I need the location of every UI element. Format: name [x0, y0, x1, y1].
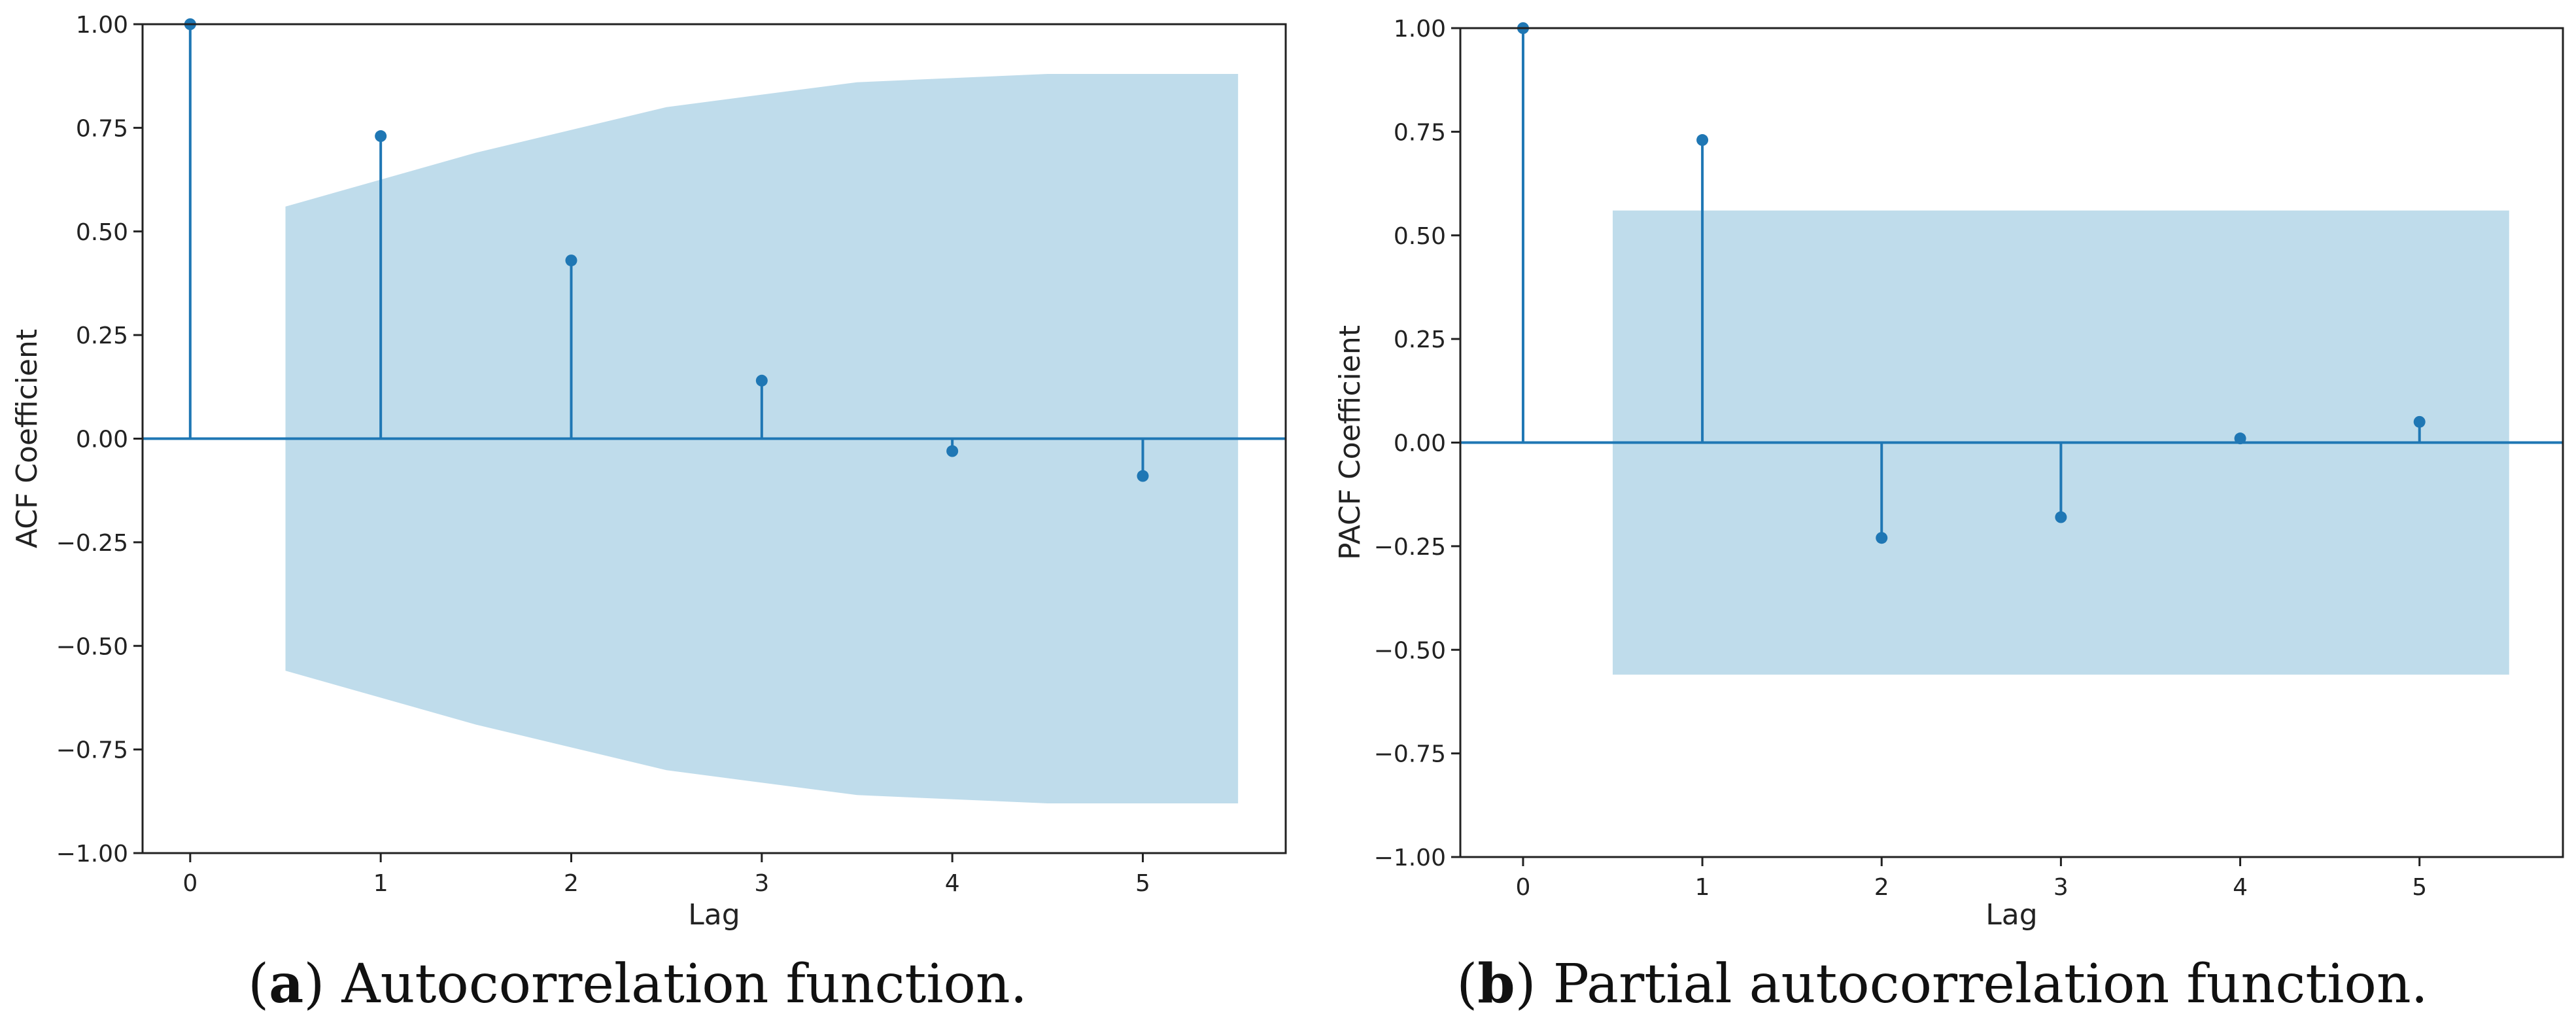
- acf-caption-label: a: [269, 953, 303, 1015]
- pacf-marker-lag-2: [1876, 532, 1888, 544]
- pacf-ytick-label: 0.50: [1394, 223, 1446, 250]
- acf-ytick-label: 0.00: [76, 427, 128, 453]
- acf-y-axis-label: ACF Coefficient: [10, 329, 44, 548]
- pacf-ytick-label: −0.25: [1374, 534, 1446, 561]
- acf-marker-lag-4: [946, 445, 959, 457]
- pacf-marker-lag-1: [1696, 134, 1709, 147]
- acf-caption-text: Autocorrelation function.: [324, 953, 1027, 1015]
- acf-xtick-label: 5: [1135, 870, 1150, 897]
- pacf-xtick-label: 2: [1874, 874, 1889, 901]
- pacf-xtick-label: 5: [2412, 874, 2427, 901]
- pacf-xtick-label: 3: [2053, 874, 2069, 901]
- pacf-panel: 1.00 0.75 0.50 0.25 0.00 −0.25 −0.50 −0.75 −1.00…: [1333, 16, 2564, 932]
- pacf-ytick-label: 1.00: [1394, 16, 1446, 43]
- pacf-ytick-label: −1.00: [1374, 845, 1446, 871]
- acf-marker-lag-5: [1137, 470, 1149, 482]
- pacf-marker-lag-5: [2413, 415, 2426, 428]
- acf-panel: 1.00 0.75 0.50 0.25 0.00 −0.25 −0.50 −0.75 −1.00…: [10, 12, 1287, 932]
- acf-ytick-label: 0.75: [76, 115, 128, 142]
- acf-marker-lag-3: [755, 374, 768, 387]
- pacf-ytick-label: −0.50: [1374, 637, 1446, 664]
- acf-ytick-label: −0.50: [56, 633, 128, 660]
- acf-ytick-label: 0.25: [76, 323, 128, 349]
- acf-ytick-label: 0.50: [76, 219, 128, 246]
- acf-xtick-label: 4: [945, 870, 960, 897]
- pacf-marker-lag-3: [2055, 511, 2067, 523]
- pacf-y-axis-label: PACF Coefficient: [1333, 325, 1367, 560]
- acf-ytick-label: 1.00: [76, 12, 128, 39]
- acf-xtick-label: 3: [754, 870, 769, 897]
- pacf-xtick-label: 1: [1695, 874, 1710, 901]
- acf-caption: (a) Autocorrelation function.: [248, 953, 1027, 1015]
- pacf-ytick-label: 0.25: [1394, 326, 1446, 353]
- pacf-xtick-label: 4: [2233, 874, 2248, 901]
- pacf-x-axis-label: Lag: [1985, 898, 2037, 932]
- acf-ytick-label: −0.75: [56, 737, 128, 764]
- acf-xtick-label: 2: [564, 870, 579, 897]
- pacf-caption: (b) Partial autocorrelation function.: [1456, 953, 2428, 1015]
- acf-marker-lag-1: [375, 130, 387, 143]
- pacf-ytick-label: 0.75: [1394, 119, 1446, 146]
- acf-ytick-label: −1.00: [56, 841, 128, 867]
- acf-xtick-label: 0: [182, 870, 197, 897]
- pacf-caption-label: b: [1477, 953, 1515, 1015]
- acf-marker-lag-2: [565, 254, 577, 267]
- acf-xtick-label: 1: [373, 870, 388, 897]
- pacf-ytick-label: −0.75: [1374, 741, 1446, 768]
- pacf-caption-text: Partial autocorrelation function.: [1536, 953, 2428, 1015]
- pacf-xtick-label: 0: [1515, 874, 1530, 901]
- pacf-ytick-label: 0.00: [1394, 430, 1446, 457]
- pacf-marker-lag-4: [2234, 432, 2246, 445]
- acf-x-axis-label: Lag: [688, 898, 740, 932]
- acf-ytick-label: −0.25: [56, 530, 128, 557]
